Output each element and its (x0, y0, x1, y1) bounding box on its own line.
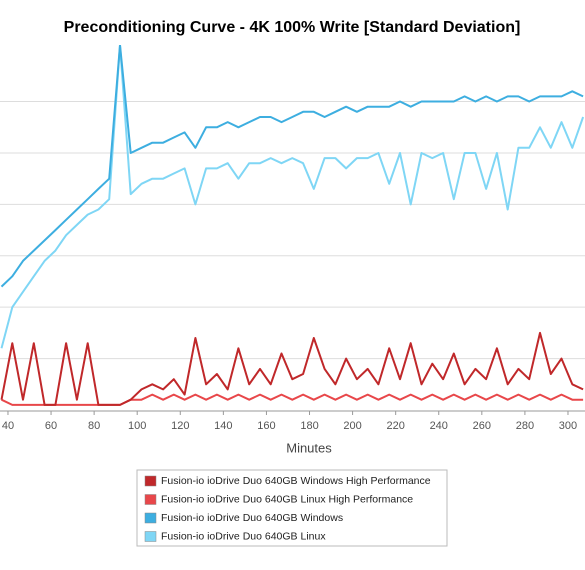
series-line (1, 393, 584, 406)
x-tick-label: 100 (128, 420, 146, 432)
legend-box (136, 469, 448, 547)
legend-label: Fusion-io ioDrive Duo 640GB Linux (161, 530, 326, 542)
x-axis-title: Minutes (286, 440, 332, 455)
legend-swatch (144, 475, 157, 487)
x-tick-label: 160 (257, 420, 275, 432)
series-line (0, 45, 585, 349)
x-tick-label: 120 (171, 420, 189, 432)
x-tick-label: 60 (45, 420, 57, 432)
x-tick-label: 40 (2, 420, 14, 432)
x-tick-label: 140 (214, 420, 232, 432)
x-tick-label: 200 (343, 420, 361, 432)
x-tick-label: 300 (559, 420, 577, 432)
legend-swatch (144, 512, 157, 524)
series-line (0, 45, 584, 288)
chart-title: Preconditioning Curve - 4K 100% Write [S… (64, 19, 521, 36)
x-tick-label: 220 (386, 420, 404, 432)
legend-swatch (144, 531, 157, 542)
x-tick-label: 180 (300, 420, 318, 432)
plot-area (0, 45, 585, 406)
x-tick-label: 80 (88, 420, 100, 432)
x-tick-label: 260 (473, 420, 491, 432)
series-line (0, 331, 584, 406)
legend-label: Fusion-io ioDrive Duo 640GB Windows (161, 512, 343, 524)
x-tick-label: 280 (516, 420, 534, 432)
legend-swatch (144, 494, 157, 505)
legend-label: Fusion-io ioDrive Duo 640GB Linux High P… (161, 493, 413, 505)
legend-label: Fusion-io ioDrive Duo 640GB Windows High… (161, 475, 431, 487)
x-tick-label: 240 (430, 420, 448, 432)
